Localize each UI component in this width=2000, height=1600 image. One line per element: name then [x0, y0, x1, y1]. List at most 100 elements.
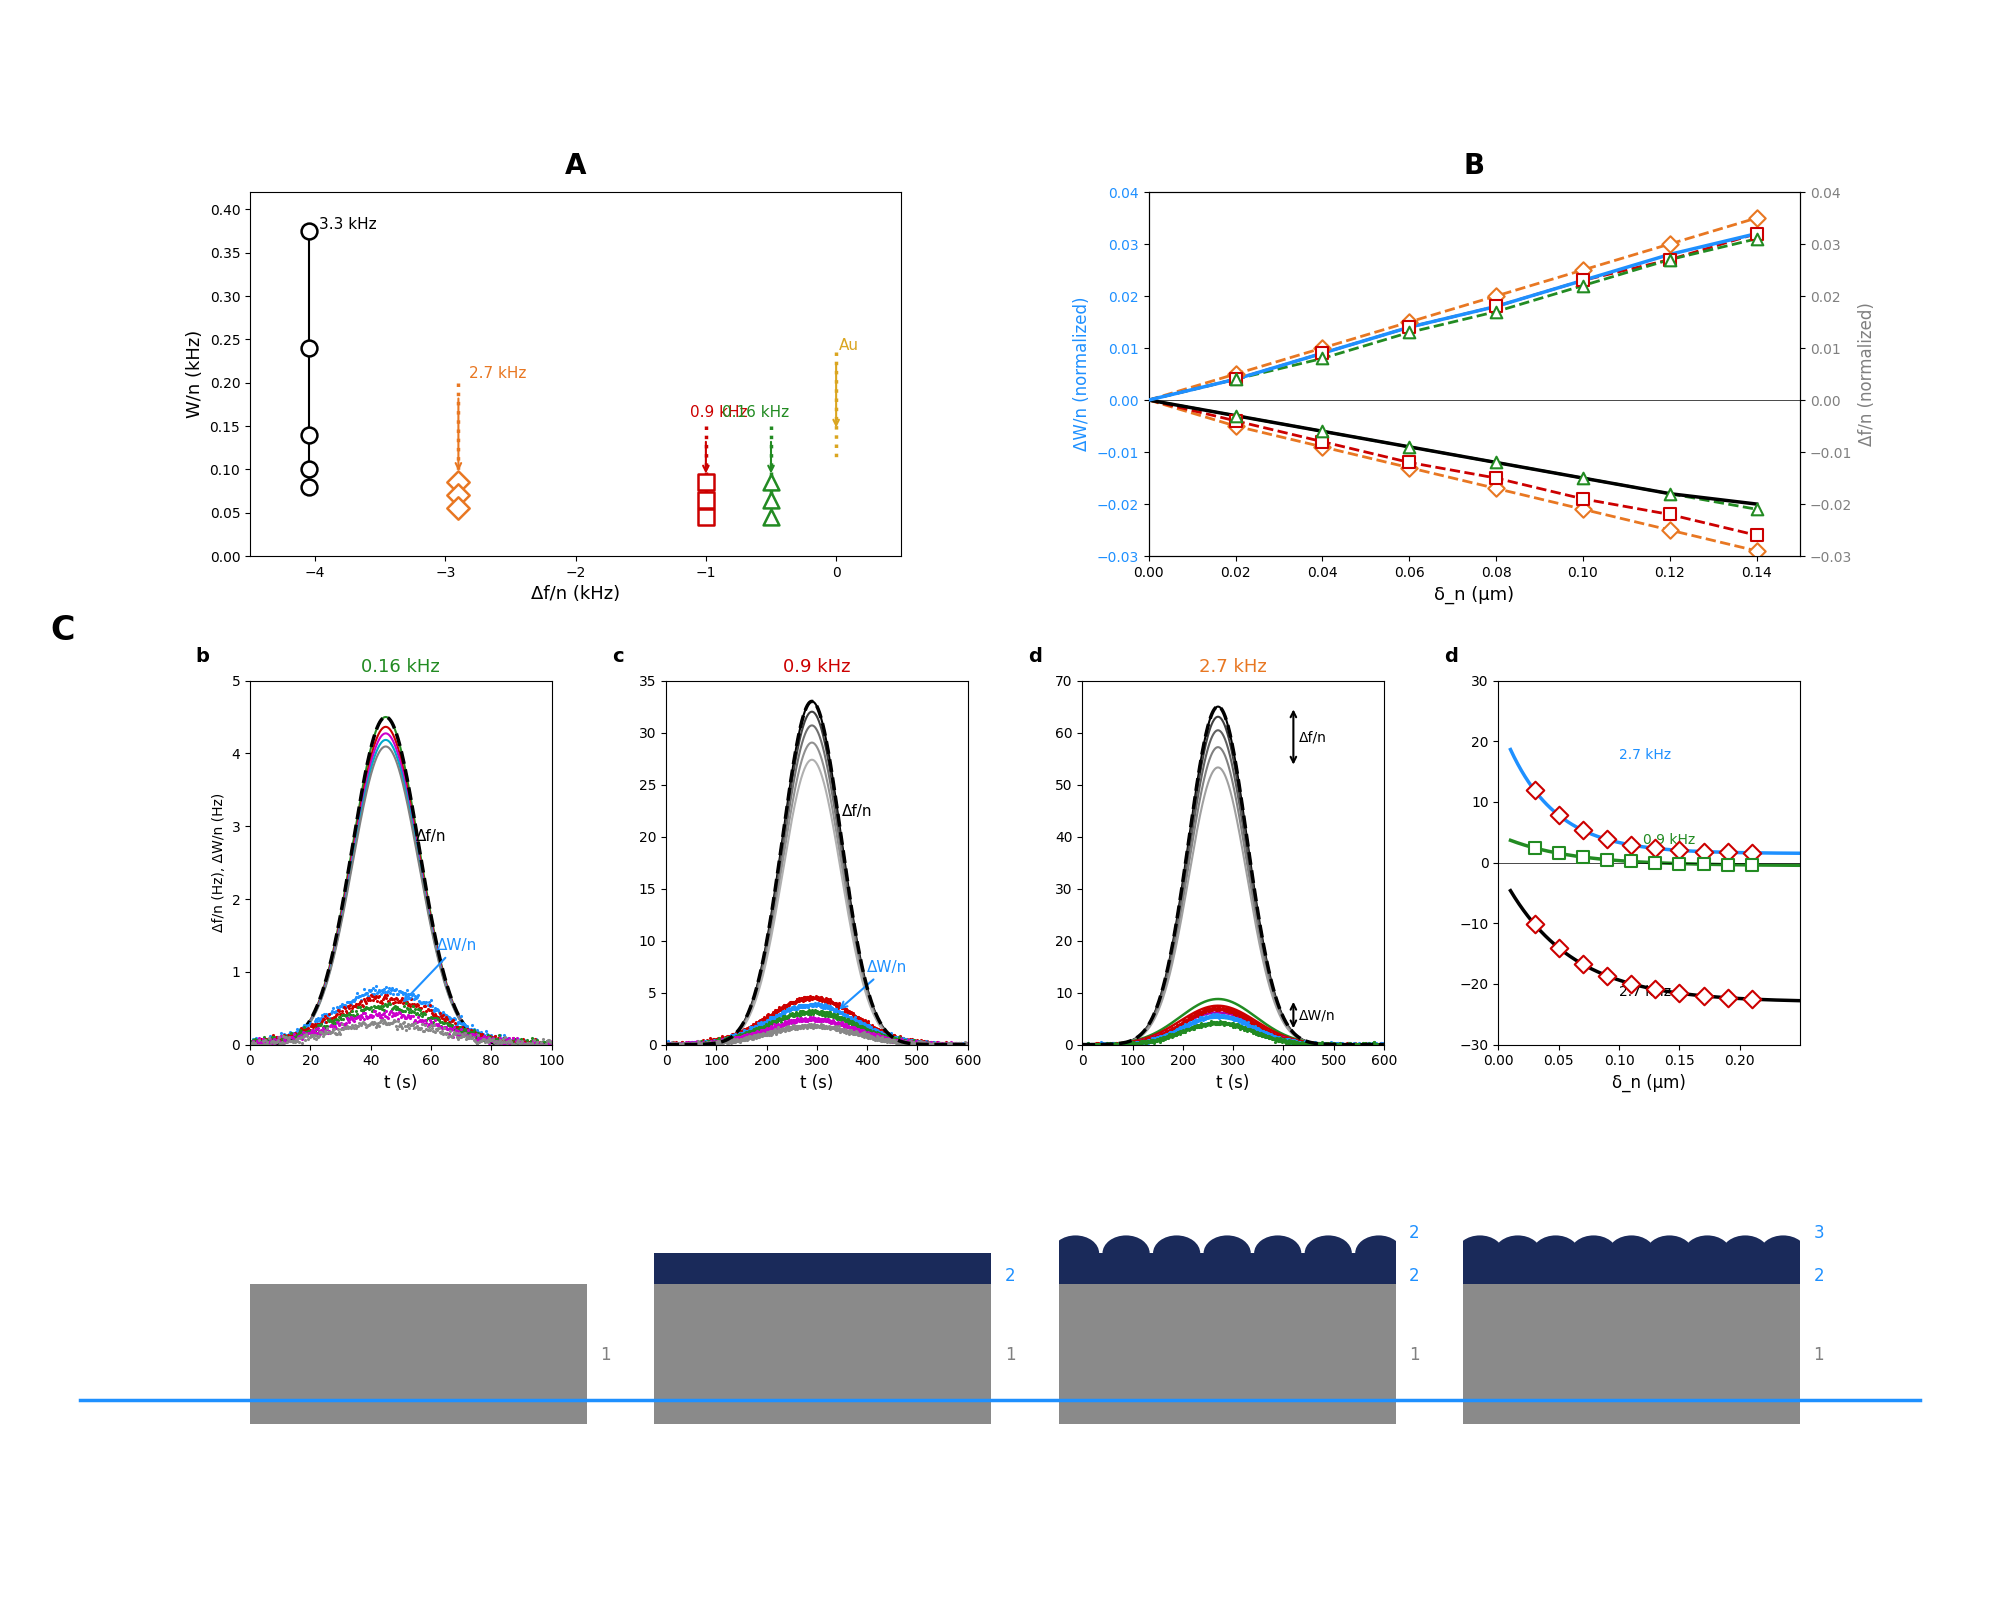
Point [1688, 851, 1720, 877]
Circle shape [1570, 1235, 1618, 1270]
X-axis label: t (s): t (s) [800, 1074, 834, 1091]
Point [1542, 934, 1574, 960]
Point [1394, 454, 1426, 480]
Point [1566, 845, 1598, 870]
Point [1566, 486, 1598, 512]
Point [1712, 840, 1744, 866]
Bar [1464, 1253, 1800, 1283]
Text: 0.9 kHz: 0.9 kHz [1644, 834, 1696, 848]
Y-axis label: ΔW/n (normalized): ΔW/n (normalized) [1074, 296, 1092, 451]
Point [1654, 246, 1686, 272]
Circle shape [1494, 1235, 1542, 1270]
Point [1616, 971, 1648, 997]
Text: 1: 1 [1004, 1346, 1016, 1365]
Text: 1: 1 [1410, 1346, 1420, 1365]
Y-axis label: W/n (kHz): W/n (kHz) [186, 330, 204, 418]
Point [1640, 976, 1672, 1002]
Point [1542, 803, 1574, 829]
Point [1480, 466, 1512, 491]
Text: 2: 2 [1410, 1267, 1420, 1285]
Point [442, 496, 474, 522]
Circle shape [1154, 1235, 1200, 1270]
Circle shape [1760, 1235, 1806, 1270]
Point [1616, 832, 1648, 858]
Text: A: A [564, 152, 586, 179]
Point [1480, 475, 1512, 501]
Text: 1: 1 [600, 1346, 612, 1365]
Point [292, 474, 324, 499]
Circle shape [1456, 1235, 1504, 1270]
Point [1736, 840, 1768, 866]
Point [1654, 232, 1686, 258]
Text: c: c [612, 648, 624, 666]
Point [1566, 818, 1598, 843]
Circle shape [1102, 1235, 1150, 1270]
X-axis label: t (s): t (s) [384, 1074, 418, 1091]
Point [1306, 341, 1338, 366]
X-axis label: t (s): t (s) [1216, 1074, 1250, 1091]
Point [1688, 838, 1720, 864]
Title: 0.9 kHz: 0.9 kHz [784, 658, 850, 677]
Point [1220, 403, 1252, 429]
Point [1480, 283, 1512, 309]
Point [1306, 434, 1338, 459]
Circle shape [1532, 1235, 1580, 1270]
Point [1480, 450, 1512, 475]
Point [1566, 274, 1598, 299]
Point [292, 336, 324, 362]
Circle shape [1356, 1235, 1402, 1270]
Point [1740, 538, 1772, 563]
Point [1306, 346, 1338, 371]
Point [1518, 912, 1550, 938]
Text: ΔW/n: ΔW/n [1298, 1008, 1336, 1022]
Point [756, 486, 788, 512]
Circle shape [1052, 1235, 1100, 1270]
Circle shape [1204, 1235, 1250, 1270]
Text: Δf/n: Δf/n [842, 803, 872, 819]
Point [1394, 309, 1426, 334]
Bar [1464, 1283, 1800, 1424]
Point [1566, 466, 1598, 491]
Point [1740, 523, 1772, 549]
Point [1394, 320, 1426, 346]
Point [1640, 835, 1672, 861]
Text: 0.16 kHz: 0.16 kHz [722, 405, 788, 421]
Text: Au: Au [838, 338, 858, 352]
Bar [1058, 1283, 1396, 1424]
Point [1654, 246, 1686, 272]
Point [292, 218, 324, 243]
Point [690, 469, 722, 494]
Point [1480, 294, 1512, 320]
X-axis label: δ_n (μm): δ_n (μm) [1434, 586, 1514, 603]
Point [1518, 835, 1550, 861]
Text: 2.7 kHz: 2.7 kHz [1620, 986, 1672, 998]
Text: 2: 2 [1814, 1267, 1824, 1285]
Y-axis label: Δf/n (Hz), ΔW/n (Hz): Δf/n (Hz), ΔW/n (Hz) [212, 794, 226, 933]
Point [1654, 502, 1686, 528]
Point [1394, 315, 1426, 341]
Point [690, 504, 722, 530]
Point [1592, 963, 1624, 989]
Point [1306, 419, 1338, 445]
Text: 3.3 kHz: 3.3 kHz [320, 218, 376, 232]
Point [1654, 482, 1686, 507]
Point [1220, 366, 1252, 392]
Point [1566, 952, 1598, 978]
Circle shape [1646, 1235, 1694, 1270]
Bar [250, 1283, 586, 1424]
Point [1220, 408, 1252, 434]
Text: 1: 1 [1814, 1346, 1824, 1365]
Point [1740, 221, 1772, 246]
Point [1542, 840, 1574, 866]
Text: 2.7 kHz: 2.7 kHz [1620, 749, 1672, 763]
Point [1736, 853, 1768, 878]
Text: ΔW/n: ΔW/n [840, 960, 908, 1008]
Text: 2.7 kHz: 2.7 kHz [468, 366, 526, 381]
Point [1654, 517, 1686, 542]
Text: 0.9 kHz: 0.9 kHz [690, 405, 748, 421]
Text: B: B [1464, 152, 1484, 179]
Point [1712, 986, 1744, 1011]
Point [1592, 846, 1624, 872]
Point [1640, 850, 1672, 875]
Text: b: b [196, 648, 210, 666]
